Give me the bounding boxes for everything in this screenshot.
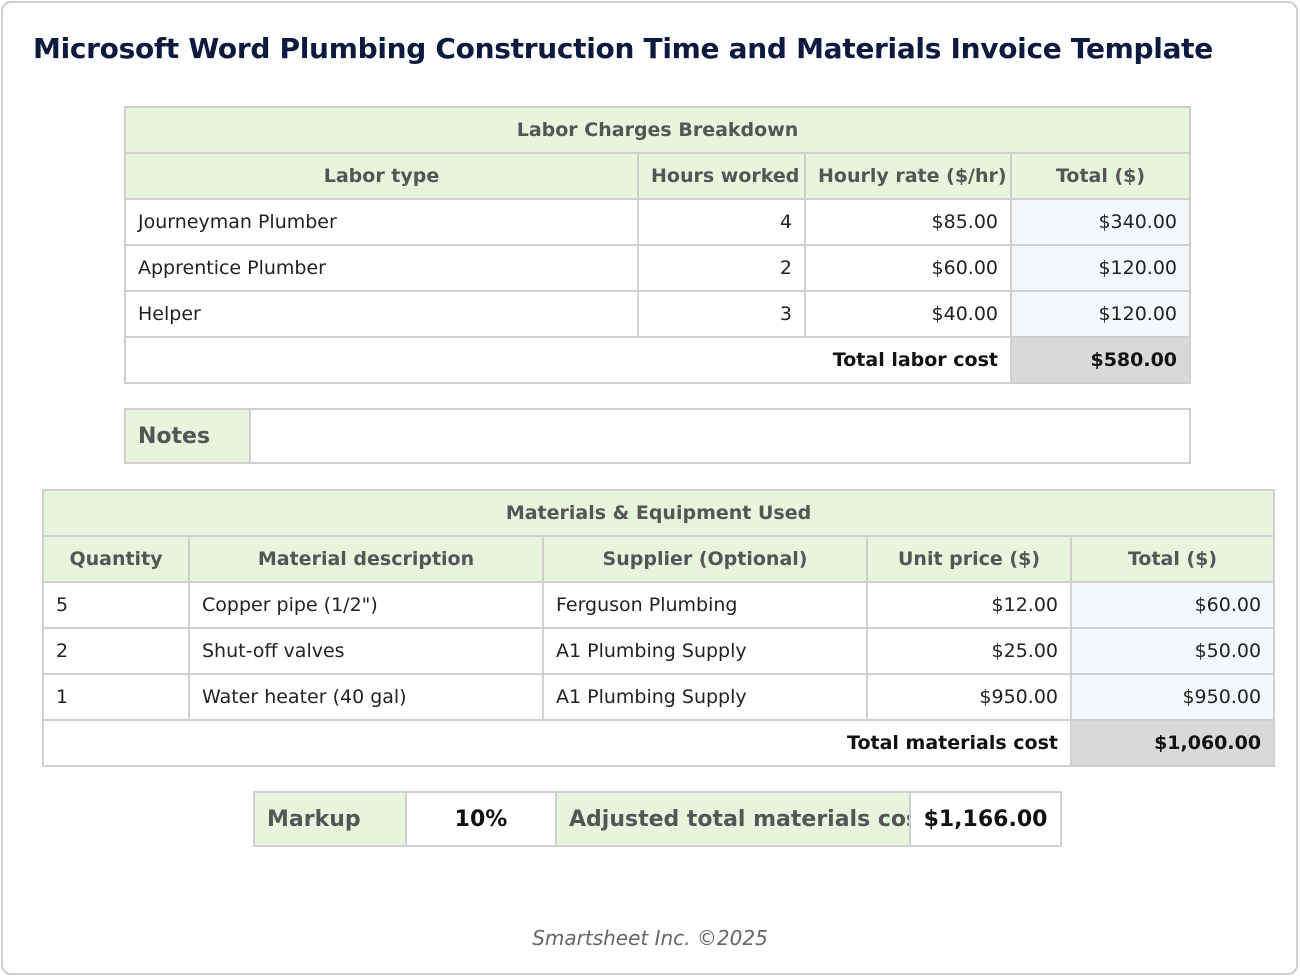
- cell[interactable]: 5: [42, 581, 190, 629]
- total-materials-value: $1,060.00: [1069, 719, 1276, 767]
- table-row: 5 Copper pipe (1/2") Ferguson Plumbing $…: [42, 581, 1276, 629]
- col-header: Total ($): [1009, 152, 1192, 200]
- cell[interactable]: $120.00: [1009, 244, 1192, 292]
- adjusted-total-value: $1,166.00: [909, 791, 1062, 847]
- cell[interactable]: $25.00: [866, 627, 1072, 675]
- col-header: Supplier (Optional): [542, 535, 868, 583]
- notes-table: Notes: [124, 408, 1191, 464]
- total-labor-value: $580.00: [1009, 336, 1192, 384]
- cell[interactable]: 2: [42, 627, 190, 675]
- col-header: Total ($): [1069, 535, 1276, 583]
- footer-copyright: Smartsheet Inc. ©2025: [532, 926, 768, 950]
- col-header: Labor type: [124, 152, 639, 200]
- col-header: Material description: [188, 535, 544, 583]
- cell[interactable]: 3: [637, 290, 806, 338]
- cell[interactable]: $12.00: [866, 581, 1072, 629]
- cell[interactable]: Apprentice Plumber: [124, 244, 639, 292]
- table-row: Helper 3 $40.00 $120.00: [124, 290, 1192, 338]
- table-row: Apprentice Plumber 2 $60.00 $120.00: [124, 244, 1192, 292]
- cell[interactable]: $85.00: [804, 198, 1012, 246]
- table-row: Journeyman Plumber 4 $85.00 $340.00: [124, 198, 1192, 246]
- col-header: Quantity: [42, 535, 190, 583]
- col-header: Hours worked: [637, 152, 806, 200]
- cell[interactable]: $60.00: [804, 244, 1012, 292]
- total-labor-label: Total labor cost: [124, 336, 1012, 384]
- materials-heading: Materials & Equipment Used: [41, 489, 1276, 537]
- table-row: 1 Water heater (40 gal) A1 Plumbing Supp…: [42, 673, 1276, 721]
- table-row: 2 Shut-off valves A1 Plumbing Supply $25…: [42, 627, 1276, 675]
- cell[interactable]: 2: [637, 244, 806, 292]
- col-header: Unit price ($): [866, 535, 1072, 583]
- cell[interactable]: $120.00: [1009, 290, 1192, 338]
- cell[interactable]: $340.00: [1009, 198, 1192, 246]
- cell[interactable]: A1 Plumbing Supply: [542, 673, 868, 721]
- cell[interactable]: Journeyman Plumber: [124, 198, 639, 246]
- cell[interactable]: $60.00: [1069, 581, 1276, 629]
- cell[interactable]: $50.00: [1069, 627, 1276, 675]
- labor-table: Labor Charges Breakdown Labor type Hours…: [123, 106, 1192, 384]
- cell[interactable]: Shut-off valves: [188, 627, 544, 675]
- notes-field[interactable]: [249, 408, 1191, 464]
- cell[interactable]: $950.00: [866, 673, 1072, 721]
- page-title: Microsoft Word Plumbing Construction Tim…: [33, 32, 1213, 65]
- cell[interactable]: 1: [42, 673, 190, 721]
- markup-value[interactable]: 10%: [405, 791, 557, 847]
- labor-heading: Labor Charges Breakdown: [123, 106, 1192, 154]
- col-header: Hourly rate ($/hr): [804, 152, 1012, 200]
- cell[interactable]: Copper pipe (1/2"): [188, 581, 544, 629]
- materials-table: Materials & Equipment Used Quantity Mate…: [41, 489, 1276, 767]
- adjusted-total-label: Adjusted total materials cost: [555, 791, 911, 847]
- summary-table: Markup 10% Adjusted total materials cost…: [253, 791, 1062, 847]
- cell[interactable]: A1 Plumbing Supply: [542, 627, 868, 675]
- cell[interactable]: 4: [637, 198, 806, 246]
- cell[interactable]: Ferguson Plumbing: [542, 581, 868, 629]
- cell[interactable]: $40.00: [804, 290, 1012, 338]
- cell[interactable]: $950.00: [1069, 673, 1276, 721]
- cell[interactable]: Helper: [124, 290, 639, 338]
- notes-label: Notes: [124, 408, 251, 464]
- total-materials-label: Total materials cost: [42, 719, 1072, 767]
- markup-label: Markup: [253, 791, 407, 847]
- cell[interactable]: Water heater (40 gal): [188, 673, 544, 721]
